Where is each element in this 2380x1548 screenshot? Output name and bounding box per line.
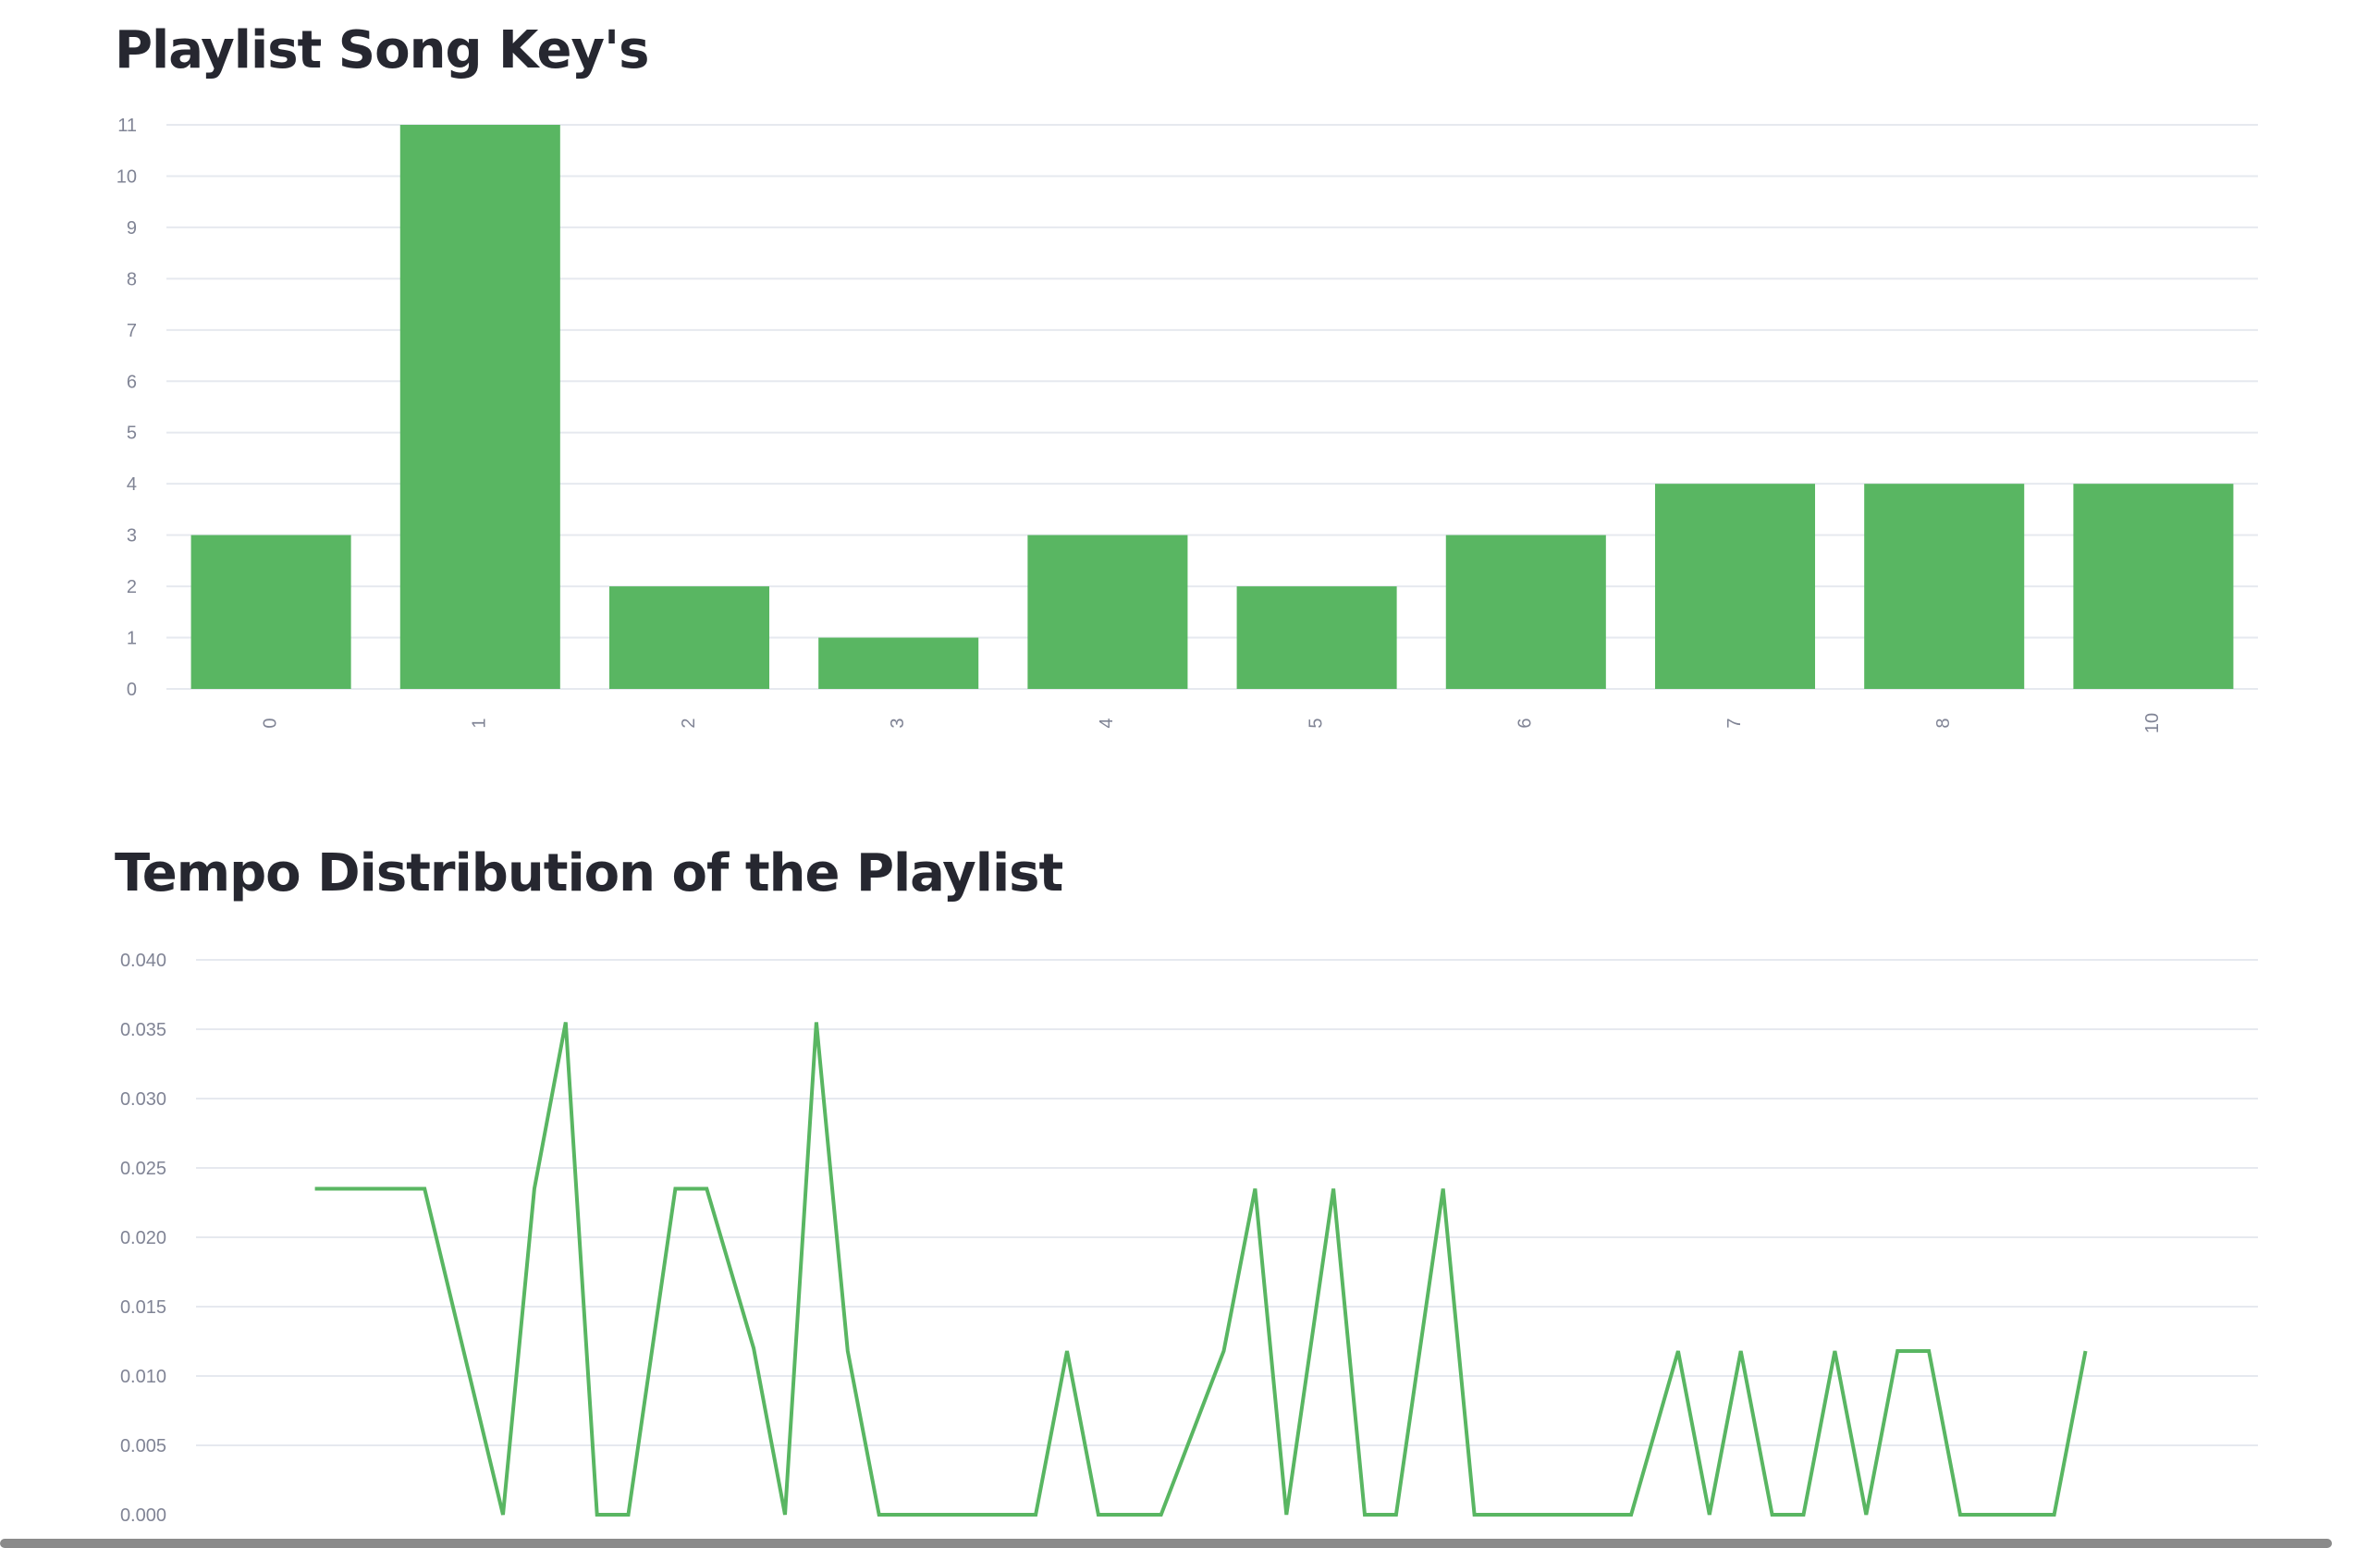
y-tick-label: 0.020 (120, 1228, 166, 1248)
y-tick-label: 0.035 (120, 1020, 166, 1040)
y-tick-label: 11 (117, 116, 137, 136)
y-tick-label: 5 (127, 424, 137, 444)
bar-key-0 (190, 534, 351, 689)
y-tick-label: 0 (127, 680, 137, 700)
y-tick-label: 0.000 (120, 1505, 166, 1526)
bar-key-5 (1236, 586, 1397, 689)
y-tick-label: 0.010 (120, 1367, 166, 1387)
y-tick-label: 7 (127, 321, 137, 341)
y-tick-label: 0.040 (120, 951, 166, 971)
y-tick-label: 10 (117, 166, 137, 187)
x-tick-label: 10 (2142, 713, 2163, 733)
horizontal-scrollbar[interactable] (0, 1539, 2332, 1548)
bar-key-6 (1445, 534, 1606, 689)
bar-key-10 (2073, 484, 2234, 689)
bar-key-2 (608, 586, 770, 689)
x-tick-label: 5 (1306, 718, 1326, 728)
y-tick-label: 0.015 (120, 1297, 166, 1318)
x-tick-label: 3 (888, 718, 908, 728)
y-tick-label: 0.030 (120, 1089, 166, 1110)
x-tick-label: 6 (1515, 718, 1536, 728)
y-tick-label: 1 (127, 629, 137, 649)
y-tick-label: 0.005 (120, 1436, 166, 1456)
x-tick-label: 0 (260, 718, 280, 728)
y-tick-label: 0.025 (120, 1159, 166, 1179)
x-tick-label: 7 (1724, 718, 1745, 728)
x-tick-label: 8 (1933, 718, 1954, 728)
bar-key-3 (818, 637, 979, 689)
chart-title-song-keys: Playlist Song Key's (115, 20, 649, 80)
y-tick-label: 9 (127, 218, 137, 239)
x-tick-label: 4 (1097, 718, 1117, 728)
x-tick-label: 1 (470, 718, 490, 728)
y-tick-label: 3 (127, 526, 137, 547)
x-tick-label: 2 (679, 718, 699, 728)
chart-title-tempo-distribution: Tempo Distribution of the Playlist (115, 843, 1063, 903)
bar-key-4 (1027, 534, 1188, 689)
y-tick-label: 2 (127, 577, 137, 597)
y-tick-label: 6 (127, 372, 137, 392)
song-key-bar-chart: 0 1 2 3 4 5 6 7 8 9 10 11 0 1 2 3 4 5 6 7 8 10 (117, 116, 2258, 733)
bar-key-7 (1654, 484, 1816, 689)
tempo-density-line (314, 1022, 2088, 1517)
bar-key-8 (1864, 484, 2025, 689)
bar-key-1 (399, 125, 560, 689)
y-tick-label: 8 (127, 269, 137, 289)
y-tick-label: 4 (127, 474, 137, 495)
